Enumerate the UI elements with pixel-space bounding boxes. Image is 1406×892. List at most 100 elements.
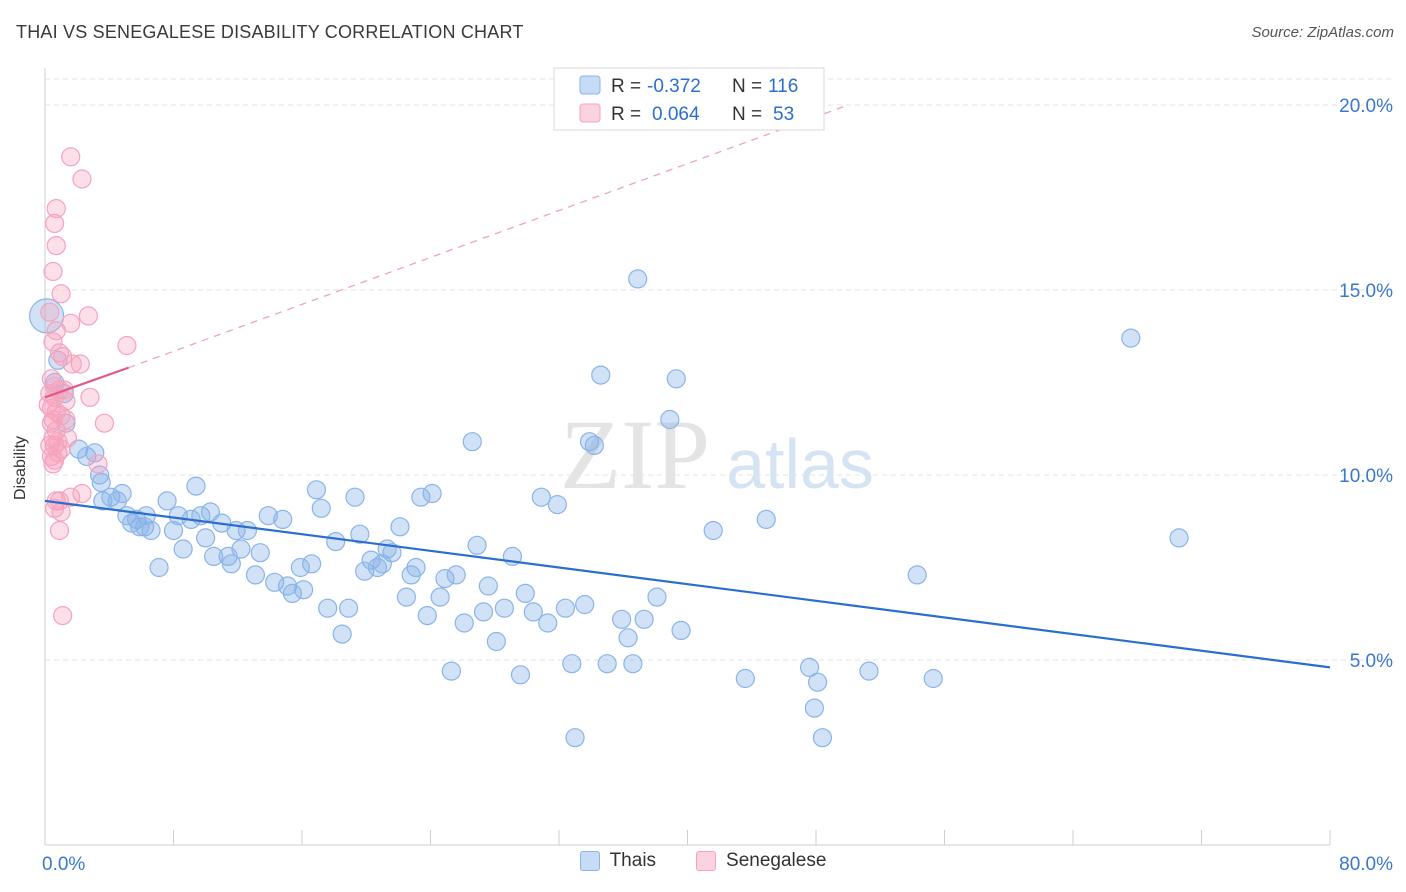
legend-box: R = -0.372 N = 116 R = 0.064 N = 53 xyxy=(553,67,825,131)
senegalese-point xyxy=(61,147,81,167)
thais-point xyxy=(196,528,216,548)
legend-r-value: -0.372 xyxy=(647,76,701,97)
thais-point xyxy=(735,668,755,689)
senegalese-point xyxy=(88,454,108,474)
senegalese-point xyxy=(117,335,137,356)
senegalese-point xyxy=(49,520,70,541)
thais-point xyxy=(808,672,828,692)
thais-point xyxy=(859,661,879,681)
legend-item-senegalese: Senegalese xyxy=(696,850,826,872)
thais-point xyxy=(382,543,402,563)
senegalese-point xyxy=(41,446,62,467)
thais-point xyxy=(799,657,820,678)
senegalese-point xyxy=(51,284,71,304)
thais-point xyxy=(812,728,833,748)
thais-point xyxy=(406,557,426,578)
senegalese-point xyxy=(49,343,70,363)
thais-point xyxy=(623,654,643,674)
thais-point xyxy=(555,598,576,618)
thais-point xyxy=(441,661,461,681)
thais-point xyxy=(628,269,648,289)
senegalese-point xyxy=(51,502,71,522)
thais-point xyxy=(547,495,567,515)
thais-point xyxy=(318,598,338,618)
thais-point xyxy=(467,535,487,555)
watermark-atlas: atlas xyxy=(726,425,874,503)
legend-swatch xyxy=(579,851,600,871)
thais-point xyxy=(618,628,638,648)
data-points xyxy=(29,147,1189,748)
senegalese-point xyxy=(72,169,92,189)
thais-point xyxy=(273,509,293,530)
senegalese-point xyxy=(78,306,98,326)
senegalese-point xyxy=(38,395,58,415)
senegalese-point xyxy=(61,487,81,507)
thais-point xyxy=(804,698,824,718)
legend-swatch-thais xyxy=(579,75,601,95)
thais-point xyxy=(523,602,543,622)
y-tick-label: 5.0% xyxy=(1350,651,1393,672)
thais-point xyxy=(703,520,723,541)
senegalese-point xyxy=(46,236,66,256)
thais-point xyxy=(204,546,224,567)
thais-point xyxy=(584,435,604,455)
thais-point xyxy=(565,728,585,748)
thais-point xyxy=(221,554,241,574)
thais-point xyxy=(157,491,177,511)
thais-point xyxy=(430,587,450,607)
legend-r-value: 0.064 xyxy=(652,104,700,125)
thais-point xyxy=(130,517,150,537)
thais-point xyxy=(290,557,310,578)
chart-title: THAI VS SENEGALESE DISABILITY CORRELATIO… xyxy=(16,22,524,42)
legend-r-label: R = xyxy=(611,104,641,125)
thais-point xyxy=(311,498,331,518)
tick-labels: 5.0% 10.0% 15.0% 20.0% 0.0% 80.0% xyxy=(42,96,1393,875)
senegalese-point xyxy=(56,409,76,430)
thais-point xyxy=(163,520,184,541)
thais-point xyxy=(350,524,370,544)
thais-point xyxy=(77,446,97,467)
thais-point xyxy=(494,598,514,618)
thais-point xyxy=(923,668,943,689)
thais-point xyxy=(515,583,535,604)
thais-point xyxy=(326,531,346,552)
thais-point xyxy=(591,365,611,385)
thais-point xyxy=(575,594,595,615)
thais-point xyxy=(338,598,359,618)
senegalese-point xyxy=(53,605,73,626)
thais-point xyxy=(462,432,482,452)
thais-point xyxy=(29,298,65,334)
thais-point xyxy=(91,472,111,492)
x-tick-label: 0.0% xyxy=(42,854,85,875)
watermark: ZIP atlas xyxy=(560,399,874,510)
senegalese-point xyxy=(70,354,90,374)
thais-point xyxy=(173,539,193,559)
thais-point xyxy=(390,517,410,537)
thais-point xyxy=(265,572,285,592)
senegalese-point xyxy=(53,347,73,367)
axes xyxy=(44,68,1331,846)
y-tick-label: 20.0% xyxy=(1339,96,1393,117)
thais-point xyxy=(396,587,417,607)
thais-trend-line xyxy=(44,499,1331,669)
thais-point xyxy=(612,609,632,629)
thais-point xyxy=(258,506,278,526)
thais-point xyxy=(454,613,474,633)
thais-point xyxy=(486,631,506,652)
thais-point xyxy=(168,506,188,526)
senegalese-point xyxy=(46,321,66,341)
senegalese-point xyxy=(51,439,71,459)
thais-point xyxy=(671,620,691,641)
legend-swatch xyxy=(696,851,717,871)
thais-point xyxy=(1169,528,1189,548)
senegalese-point xyxy=(72,483,92,504)
thais-point xyxy=(473,602,494,622)
thais-point xyxy=(435,568,455,589)
senegalese-point xyxy=(94,413,115,433)
thais-point xyxy=(562,654,582,674)
senegalese-point xyxy=(62,354,82,374)
legend-n-value: 116 xyxy=(768,76,798,97)
thais-point xyxy=(149,557,169,578)
y-tick-label: 10.0% xyxy=(1339,466,1393,487)
